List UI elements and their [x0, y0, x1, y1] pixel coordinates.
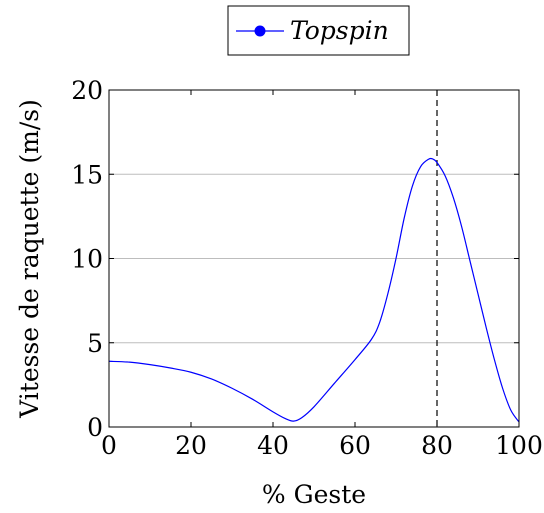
x-tick-label: 20: [175, 431, 207, 460]
series-layer: [108, 157, 520, 423]
grid-lines: [109, 173, 519, 344]
y-tick-label: 20: [71, 76, 103, 105]
y-tick-label: 15: [71, 160, 103, 189]
x-tick-label: 40: [257, 431, 289, 460]
legend-series-label: Topspin: [290, 16, 389, 45]
y-tick-label: 10: [71, 245, 103, 274]
x-axis-title: % Geste: [262, 480, 366, 509]
x-tick-label: 80: [421, 431, 453, 460]
legend: Topspin: [227, 5, 410, 56]
legend-series-marker: [254, 25, 266, 37]
y-tick-label: 0: [87, 413, 103, 442]
y-tick-label: 5: [87, 329, 103, 358]
y-axis-title: Vitesse de raquette (m/s): [15, 99, 44, 419]
x-tick-label: 60: [339, 431, 371, 460]
axis-ticks: 0 20 40 60 80 100 0 5 10 15 20: [71, 76, 543, 460]
x-tick-label: 0: [101, 431, 117, 460]
x-tick-label: 100: [495, 431, 543, 460]
series-line-topspin: [108, 157, 520, 423]
